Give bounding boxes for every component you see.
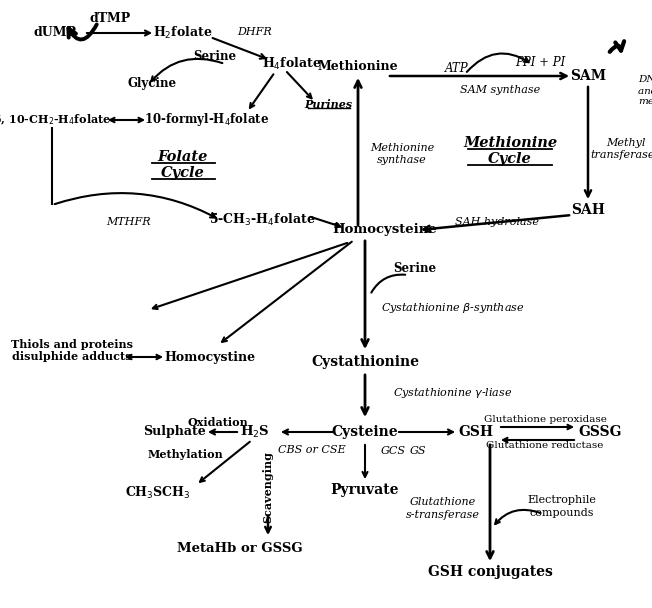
Text: methylation: methylation <box>638 97 652 106</box>
Text: H$_2$S: H$_2$S <box>240 424 270 440</box>
Text: GSH: GSH <box>458 425 494 439</box>
Text: PPI + PI: PPI + PI <box>515 55 565 69</box>
Text: Cystathionine: Cystathionine <box>311 355 419 369</box>
Text: GSH conjugates: GSH conjugates <box>428 565 552 579</box>
Text: CH$_3$SCH$_3$: CH$_3$SCH$_3$ <box>125 485 191 501</box>
Text: Glutathione peroxidase: Glutathione peroxidase <box>484 415 606 424</box>
Text: dUMP: dUMP <box>33 27 76 40</box>
Text: Thiols and proteins: Thiols and proteins <box>11 339 133 350</box>
Text: Purines: Purines <box>304 98 352 109</box>
Text: H$_2$folate: H$_2$folate <box>153 25 213 41</box>
Text: Electrophile: Electrophile <box>527 495 597 505</box>
Text: Methionine: Methionine <box>318 60 398 72</box>
Text: GS: GS <box>409 446 426 456</box>
Text: 10-formyl-H$_4$folate: 10-formyl-H$_4$folate <box>145 111 269 128</box>
Text: s-transferase: s-transferase <box>406 510 480 520</box>
Text: Oxidation: Oxidation <box>188 416 248 427</box>
Text: Cycle: Cycle <box>161 166 205 180</box>
Text: 5-CH$_3$-H$_4$folate: 5-CH$_3$-H$_4$folate <box>209 212 315 228</box>
Text: Cycle: Cycle <box>488 152 532 166</box>
Text: H$_4$folate: H$_4$folate <box>262 56 322 72</box>
Text: Serine: Serine <box>393 261 437 274</box>
Text: Methionine: Methionine <box>463 136 557 150</box>
Text: synthase: synthase <box>377 155 427 165</box>
Text: DHFR: DHFR <box>237 27 273 37</box>
Text: Glycine: Glycine <box>127 77 177 91</box>
Text: MTHFR: MTHFR <box>106 217 151 227</box>
Text: and lipids: and lipids <box>638 86 652 95</box>
Text: SAH: SAH <box>571 203 605 217</box>
Text: Scavenging: Scavenging <box>263 451 273 523</box>
Text: GSSG: GSSG <box>578 425 622 439</box>
Text: Folate: Folate <box>158 150 208 164</box>
Text: Methionine: Methionine <box>370 143 434 153</box>
Text: Pyruvate: Pyruvate <box>331 483 399 497</box>
Text: Cystathionine $\beta$-synthase: Cystathionine $\beta$-synthase <box>381 301 525 315</box>
Text: 5, 10-CH$_2$-H$_4$folate: 5, 10-CH$_2$-H$_4$folate <box>0 112 111 127</box>
Text: Glutathione: Glutathione <box>410 497 476 507</box>
Text: Cysteine: Cysteine <box>332 425 398 439</box>
Text: Homocystine: Homocystine <box>164 350 256 364</box>
Text: Homocysteine: Homocysteine <box>333 224 437 237</box>
Text: Glutathione reductase: Glutathione reductase <box>486 441 604 449</box>
Text: CBS or CSE: CBS or CSE <box>278 445 346 455</box>
Text: DNA, protein: DNA, protein <box>638 75 652 85</box>
Text: Serine: Serine <box>194 50 237 63</box>
Text: Methyl: Methyl <box>606 138 645 148</box>
Text: GCS: GCS <box>381 446 406 456</box>
Text: SAM: SAM <box>570 69 606 83</box>
Text: dTMP: dTMP <box>89 12 130 24</box>
Text: Methylation: Methylation <box>147 449 223 460</box>
Text: Sulphate: Sulphate <box>143 426 207 438</box>
Text: transferases: transferases <box>591 150 652 160</box>
Text: MetaHb or GSSG: MetaHb or GSSG <box>177 542 303 554</box>
Text: Cystathionine $\gamma$-liase: Cystathionine $\gamma$-liase <box>393 386 512 400</box>
Text: disulphide adducts: disulphide adducts <box>12 351 132 362</box>
Text: SAH hydrolase: SAH hydrolase <box>455 217 539 227</box>
Text: compounds: compounds <box>529 508 594 518</box>
Text: SAM synthase: SAM synthase <box>460 85 540 95</box>
Text: ATP: ATP <box>445 61 469 75</box>
